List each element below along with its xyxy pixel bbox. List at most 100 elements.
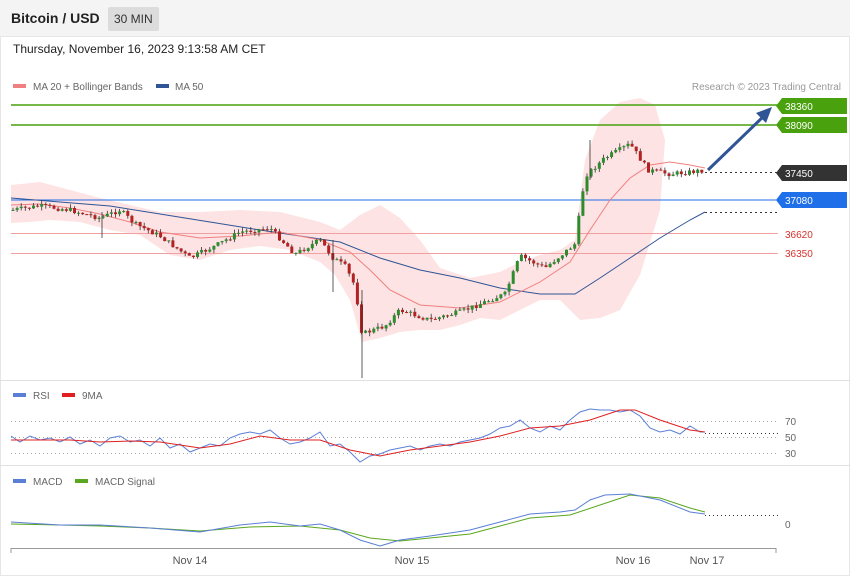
candle-body: [11, 209, 15, 211]
candle-body: [249, 230, 253, 232]
x-tick-nov15: Nov 15: [395, 555, 430, 567]
candle-body: [265, 229, 269, 231]
candle-body: [196, 252, 199, 257]
candle-body: [548, 263, 552, 268]
candle-body: [56, 208, 60, 211]
candle-body: [655, 169, 659, 171]
candle-body: [282, 240, 286, 244]
candle-body: [155, 232, 158, 235]
candle-body: [44, 203, 48, 205]
candle-body: [700, 169, 704, 173]
candle-body: [52, 205, 56, 209]
candle-body: [191, 255, 195, 257]
x-tick-nov17: Nov 17: [690, 555, 725, 567]
candle-body: [667, 173, 671, 177]
candle-body: [647, 162, 650, 173]
candle-body: [688, 170, 691, 175]
candle-body: [610, 152, 614, 158]
candle-body: [118, 211, 122, 215]
candle-body: [671, 174, 675, 177]
candle-body: [696, 169, 700, 174]
candle-body: [109, 212, 113, 214]
candle-body: [360, 304, 363, 333]
candle-body: [216, 242, 220, 246]
candle-body: [618, 147, 622, 150]
candle-body: [212, 245, 216, 250]
candle-body: [442, 315, 445, 318]
legend-swatch-rsi: [13, 393, 26, 397]
candle-body: [593, 168, 597, 170]
candle-body: [200, 249, 204, 253]
candle-body: [454, 310, 458, 316]
candle-body: [105, 213, 109, 217]
candle-body: [319, 239, 322, 241]
candle-body: [93, 215, 97, 219]
candle-body: [60, 209, 64, 211]
candle-body: [85, 214, 89, 216]
candle-body: [614, 149, 618, 153]
candle-body: [433, 318, 437, 320]
candle-body: [446, 315, 450, 317]
candle-body: [347, 263, 351, 274]
rsi-line: [10, 408, 705, 463]
legend-label-rsi-ma: 9MA: [82, 391, 103, 402]
level-label-36620: 36620: [785, 230, 813, 241]
candlestick-series: [11, 140, 704, 378]
candle-body: [429, 317, 433, 319]
candle-body: [511, 271, 515, 284]
candle-body: [556, 258, 560, 263]
macd-signal-line: [10, 494, 706, 542]
rsi-tick-30: 30: [785, 449, 797, 460]
candle-body: [425, 317, 429, 320]
candle-body: [122, 211, 126, 213]
candle-body: [683, 174, 687, 176]
legend-swatch-rsi-ma: [62, 393, 75, 397]
candle-body: [495, 298, 499, 302]
candle-body: [228, 239, 232, 241]
candle-body: [40, 203, 44, 207]
candle-body: [597, 162, 601, 169]
candle-body: [323, 239, 327, 246]
candle-body: [417, 316, 421, 319]
candle-body: [462, 308, 466, 310]
level-label-37080: 37080: [785, 196, 813, 207]
legend-label-ma20: MA 20 + Bollinger Bands: [33, 82, 143, 93]
candle-body: [396, 309, 400, 316]
trend-arrow-shaft: [706, 112, 768, 172]
candle-body: [421, 318, 425, 320]
candle-body: [273, 229, 277, 232]
candle-body: [630, 143, 634, 147]
candle-body: [515, 261, 519, 272]
candle-body: [163, 237, 167, 242]
candle-body: [77, 212, 81, 214]
candle-body: [487, 301, 491, 303]
candle-body: [179, 248, 183, 252]
candle-body: [171, 240, 175, 248]
rsi-ma-line: [11, 409, 706, 457]
candle-body: [208, 249, 212, 252]
candle-body: [175, 247, 179, 249]
candle-body: [224, 239, 228, 242]
candle-body: [663, 170, 667, 174]
macd-tick-0: 0: [785, 520, 791, 531]
candle-body: [159, 232, 163, 238]
candle-body: [364, 330, 368, 333]
level-badge-37450: 37450: [776, 165, 847, 181]
timeframe-badge[interactable]: 30 MIN: [108, 7, 159, 31]
candle-body: [68, 208, 72, 211]
candle-body: [73, 208, 76, 214]
candle-body: [146, 228, 150, 231]
candle-body: [388, 322, 392, 326]
candle-body: [36, 205, 40, 207]
candle-body: [183, 251, 187, 254]
candle-body: [187, 253, 191, 256]
x-tick-nov16: Nov 16: [616, 555, 651, 567]
candle-body: [491, 301, 495, 303]
level-label-38360: 38360: [785, 102, 813, 113]
candle-body: [298, 249, 302, 253]
legend-label-macd-signal: MACD Signal: [95, 477, 155, 488]
candle-body: [327, 245, 331, 254]
candle-body: [524, 254, 527, 259]
ma50-line: [10, 197, 706, 295]
